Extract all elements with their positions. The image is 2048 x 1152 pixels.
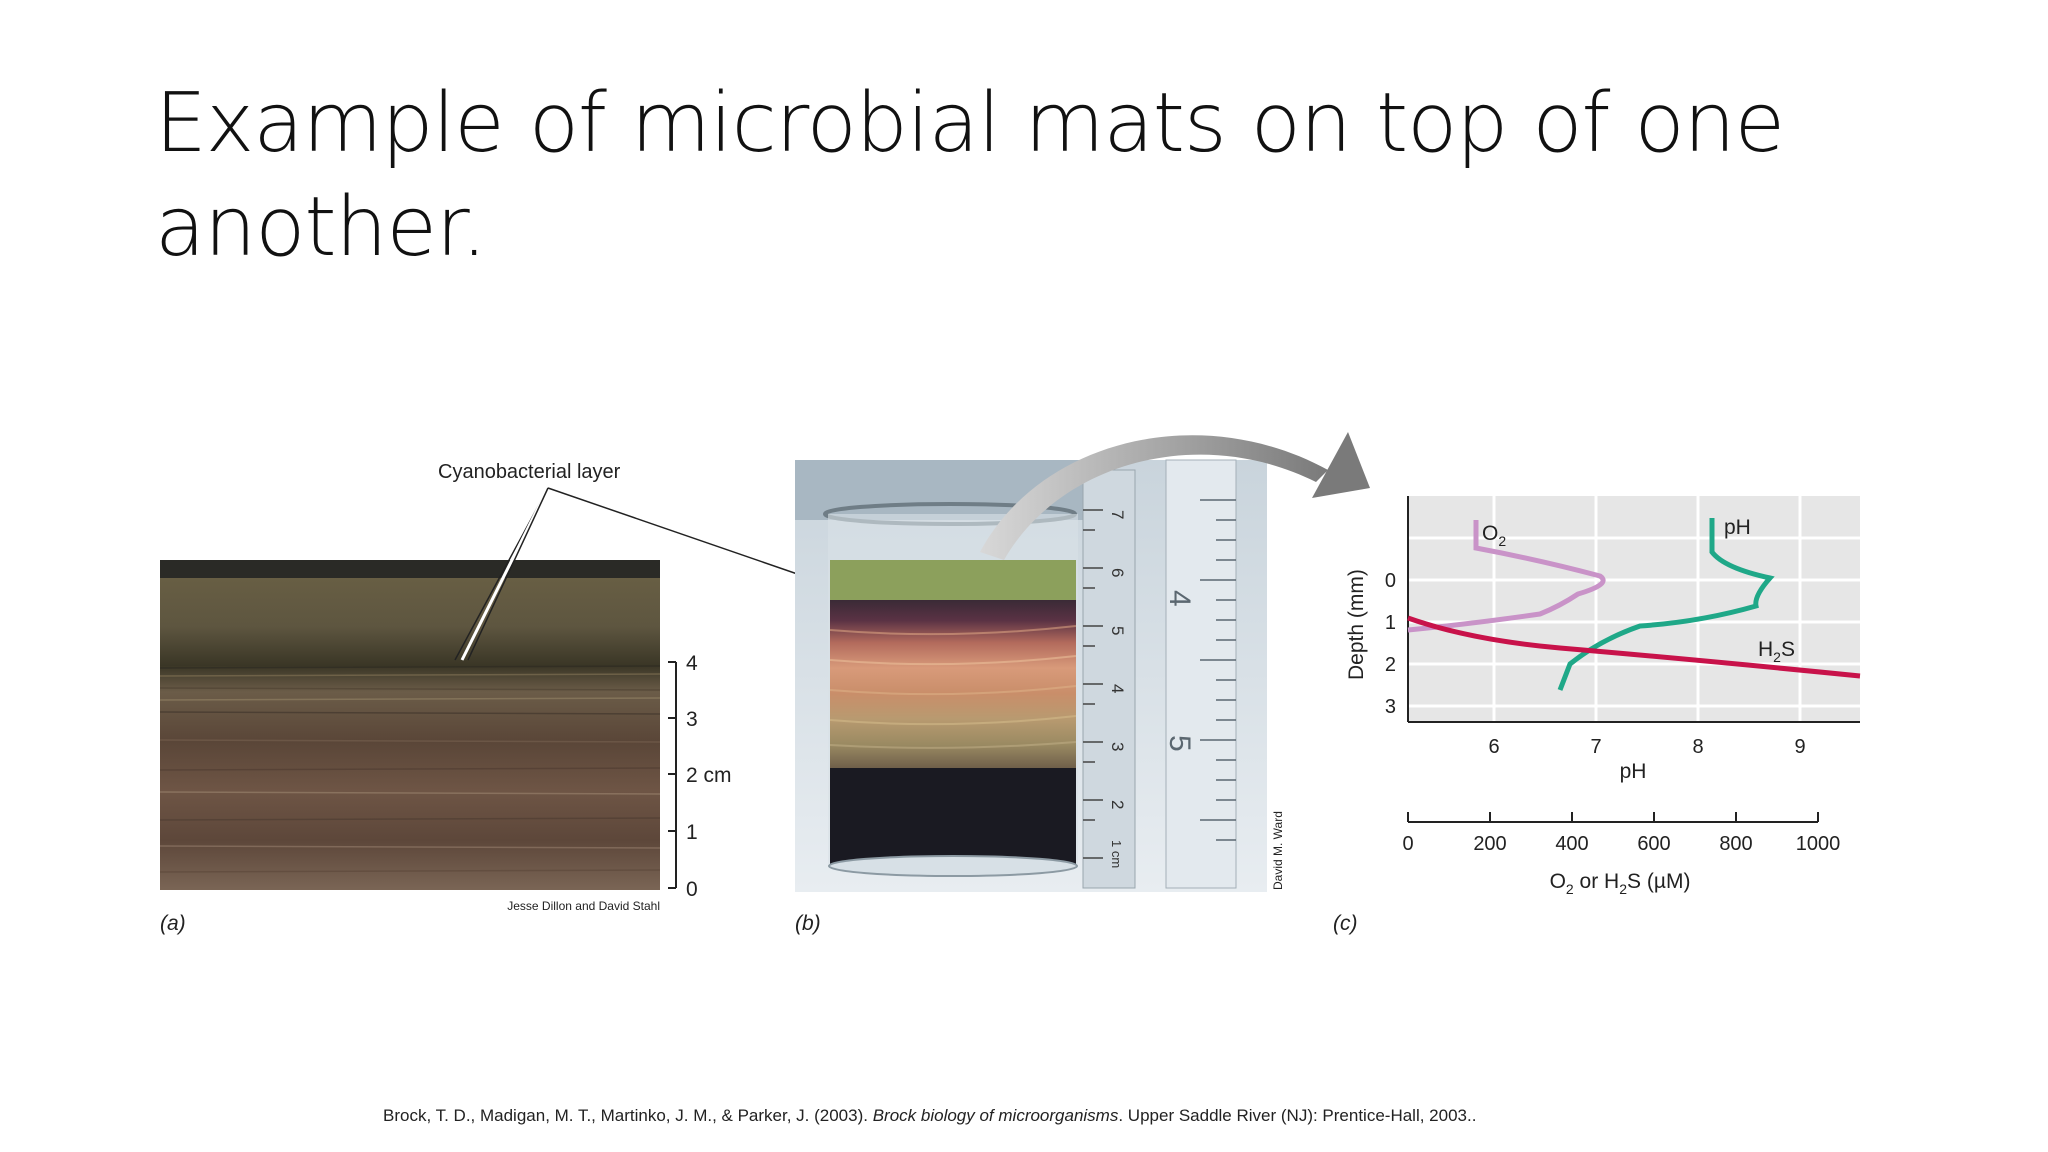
slide-title-line2: another.	[155, 180, 487, 275]
ruler-cm-5: 5	[1108, 626, 1127, 635]
scale-tick-4: 4	[686, 652, 698, 675]
o2-curve-label: O2	[1482, 522, 1506, 549]
ruler-inch	[1165, 459, 1237, 889]
green-cyano-layer	[830, 560, 1076, 602]
ph-tick-8: 8	[1692, 736, 1703, 758]
ruler-cm	[1082, 469, 1136, 889]
ruler-cm-2: 2	[1108, 800, 1127, 809]
panel-b-credit: David M. Ward	[1271, 811, 1285, 890]
panel-a-label: (a)	[160, 912, 186, 935]
citation-publisher: . Upper Saddle River (NJ): Prentice-Hall…	[1118, 1106, 1477, 1125]
o2-curve	[1407, 520, 1606, 633]
cyanobacterial-callout: Cyanobacterial layer	[438, 461, 621, 483]
conc-tick-800: 800	[1719, 833, 1752, 855]
panel-c: 0 1 2 3 Depth (mm) 6 7 8 9 pH O2 pH H2S …	[1333, 496, 1861, 935]
depth-tick-3: 3	[1385, 696, 1396, 718]
black-sediment	[830, 768, 1076, 864]
mat-photo-top	[160, 560, 660, 578]
conc-tick-1000: 1000	[1796, 833, 1841, 855]
conc-tick-200: 200	[1473, 833, 1506, 855]
citation: Brock, T. D., Madigan, M. T., Martinko, …	[383, 1106, 1476, 1126]
slide-title-line1: Example of microbial mats on top of one	[155, 76, 1785, 171]
conc-axis-ticks	[1407, 812, 1819, 822]
conc-tick-600: 600	[1637, 833, 1670, 855]
x-axis-label: pH	[1620, 760, 1647, 783]
jar-bottom	[828, 855, 1078, 877]
conc-axis-label: O2 or H2S (µM)	[1550, 870, 1691, 897]
curved-arrow	[980, 432, 1370, 560]
slide-title: Example of microbial mats on top of one …	[155, 72, 1915, 280]
ruler-cm-ticks	[1083, 509, 1103, 859]
y-axis-label: Depth (mm)	[1345, 569, 1368, 680]
panel-b: 7 6 5 4 3 2 1 cm 4 5 David M. Ward (b)	[795, 459, 1285, 935]
ph-curve-label: pH	[1724, 516, 1751, 539]
layer-stripes	[829, 625, 1077, 749]
scale-tick-2cm: 2 cm	[686, 764, 732, 787]
ph-tick-9: 9	[1794, 736, 1805, 758]
mat-stripes	[159, 665, 661, 873]
scale-tick-0: 0	[686, 878, 698, 901]
conc-tick-0: 0	[1402, 833, 1413, 855]
scale-bar	[668, 661, 677, 889]
citation-authors: Brock, T. D., Madigan, M. T., Martinko, …	[383, 1106, 873, 1125]
h2s-curve-label: H2S	[1758, 638, 1795, 665]
citation-book-title: Brock biology of microorganisms	[872, 1106, 1119, 1125]
depth-tick-0: 0	[1385, 570, 1396, 592]
ph-curve	[1557, 518, 1775, 691]
ruler-cm-1: 1 cm	[1109, 840, 1124, 868]
scale-tick-1: 1	[686, 821, 698, 844]
mat-photo	[160, 560, 660, 890]
ruler-cm-4: 4	[1108, 684, 1127, 693]
ruler-inch-5: 5	[1163, 735, 1196, 752]
colored-layers	[830, 600, 1076, 770]
ruler-cm-3: 3	[1108, 742, 1127, 751]
ph-tick-7: 7	[1590, 736, 1601, 758]
scale-tick-3: 3	[686, 708, 698, 731]
panel-a-credit: Jesse Dillon and David Stahl	[507, 899, 660, 913]
panel-a: 4 3 2 cm 1 0 Jesse Dillon and David Stah…	[159, 461, 839, 935]
ph-tick-6: 6	[1488, 736, 1499, 758]
h2s-curve	[1407, 615, 1861, 679]
ruler-cm-7: 7	[1108, 510, 1127, 519]
depth-tick-2: 2	[1385, 654, 1396, 676]
panel-b-label: (b)	[795, 912, 821, 935]
panel-c-label: (c)	[1333, 912, 1358, 935]
plot-area	[1408, 496, 1860, 722]
ruler-cm-6: 6	[1108, 568, 1127, 577]
callout-lines	[454, 487, 839, 661]
conc-tick-400: 400	[1555, 833, 1588, 855]
ruler-inch-ticks	[1200, 499, 1236, 841]
ruler-inch-4: 4	[1163, 590, 1196, 607]
depth-tick-1: 1	[1385, 612, 1396, 634]
